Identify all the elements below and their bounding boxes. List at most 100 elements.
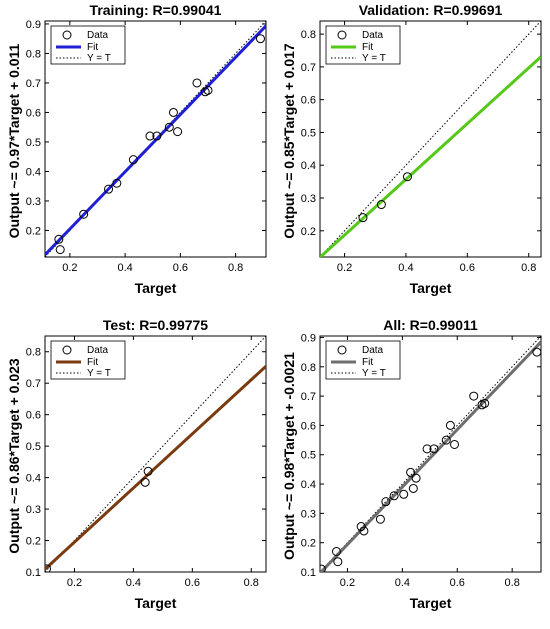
y-tick-label: 0.1 bbox=[26, 567, 41, 579]
data-point bbox=[480, 398, 490, 408]
y-tick-label: 0.3 bbox=[26, 196, 41, 208]
y-tick-label: 0.2 bbox=[301, 538, 316, 550]
data-point bbox=[408, 483, 418, 493]
data-point bbox=[143, 466, 153, 476]
data-point bbox=[112, 178, 122, 188]
x-tick-label: 0.4 bbox=[398, 262, 413, 274]
legend-data-marker bbox=[337, 345, 347, 355]
data-point bbox=[164, 122, 174, 132]
chart-title: Test: R=0.99775 bbox=[103, 317, 208, 333]
y-tick-label: 0.4 bbox=[26, 166, 41, 178]
x-tick-label: 0.8 bbox=[244, 577, 259, 589]
y-tick-label: 0.3 bbox=[26, 504, 41, 516]
y-tick-label: 0.5 bbox=[26, 441, 41, 453]
legend-identity-label: Y = T bbox=[87, 368, 111, 379]
y-axis-label: Output ~= 0.85*Target + 0.017 bbox=[281, 43, 297, 239]
data-point bbox=[411, 473, 421, 483]
y-tick-label: 0.5 bbox=[301, 127, 316, 139]
x-tick-label: 0.6 bbox=[173, 262, 188, 274]
y-tick-label: 0.1 bbox=[301, 567, 316, 579]
data-point bbox=[145, 131, 155, 141]
fit-line bbox=[320, 340, 541, 572]
y-tick-label: 0.6 bbox=[26, 107, 41, 119]
x-tick-label: 0.6 bbox=[185, 577, 200, 589]
data-point bbox=[422, 444, 432, 454]
legend-fit-label: Fit bbox=[87, 357, 98, 368]
y-tick-label: 0.4 bbox=[26, 473, 41, 485]
y-tick-label: 0.6 bbox=[26, 410, 41, 422]
y-tick-label: 0.7 bbox=[26, 378, 41, 390]
data-point bbox=[375, 514, 385, 524]
x-tick-label: 0.4 bbox=[117, 262, 132, 274]
data-point bbox=[104, 184, 114, 194]
y-axis-label: Output ~= 0.97*Target + 0.011 bbox=[6, 43, 22, 238]
data-point bbox=[406, 467, 416, 477]
data-point bbox=[469, 391, 479, 401]
y-tick-label: 0.7 bbox=[26, 78, 41, 90]
data-point bbox=[358, 213, 368, 223]
training-chart: Training: R=0.99041 0.2 0.4 0.6 0.8 0.2 0.3 0.4… bbox=[6, 2, 267, 296]
y-tick-label: 0.7 bbox=[301, 391, 316, 403]
all-panel: All: R=0.99011 0.2 0.4 0.6 0.8 0.1 0.2 0.3 0.4 0.… bbox=[275, 315, 550, 629]
y-tick-label: 0.4 bbox=[301, 479, 316, 491]
data-point bbox=[445, 420, 455, 430]
x-axis-label: Target bbox=[410, 280, 452, 296]
y-tick-label: 0.2 bbox=[26, 225, 41, 237]
data-point bbox=[381, 497, 391, 507]
y-tick-label: 0.8 bbox=[26, 48, 41, 60]
training-panel: Training: R=0.99041 0.2 0.4 0.6 0.8 0.2 0.3 0.4… bbox=[0, 0, 275, 314]
data-point bbox=[128, 155, 138, 165]
data-point bbox=[450, 439, 460, 449]
x-tick-label: 0.8 bbox=[521, 262, 536, 274]
plot-content bbox=[45, 336, 266, 572]
chart-title: Validation: R=0.99691 bbox=[359, 2, 503, 18]
legend-data-marker bbox=[337, 30, 347, 40]
y-tick-label: 0.2 bbox=[301, 226, 316, 238]
x-tick-label: 0.4 bbox=[126, 577, 141, 589]
test-chart: Test: R=0.99775 0.2 0.4 0.6 0.8 0.1 0.2 0.3 0.4 0… bbox=[6, 317, 267, 611]
x-tick-label: 0.2 bbox=[337, 262, 352, 274]
legend-data-marker bbox=[62, 30, 72, 40]
legend-data-marker bbox=[62, 345, 72, 355]
data-point bbox=[55, 245, 65, 255]
data-point bbox=[331, 546, 341, 556]
y-tick-label: 0.2 bbox=[26, 536, 41, 548]
data-point bbox=[140, 477, 150, 487]
data-point bbox=[429, 444, 439, 454]
legend-data-label: Data bbox=[362, 345, 384, 356]
plot-content bbox=[320, 21, 541, 257]
y-tick-label: 0.4 bbox=[301, 160, 316, 172]
test-panel: Test: R=0.99775 0.2 0.4 0.6 0.8 0.1 0.2 0.3 0.4 0… bbox=[0, 315, 275, 629]
y-tick-label: 0.6 bbox=[301, 420, 316, 432]
y-tick-label: 0.8 bbox=[26, 347, 41, 359]
y-tick-label: 0.7 bbox=[301, 62, 316, 74]
legend-data-label: Data bbox=[87, 30, 109, 41]
legend-data-label: Data bbox=[87, 345, 109, 356]
chart-title: All: R=0.99011 bbox=[383, 317, 478, 333]
data-point bbox=[389, 491, 399, 501]
data-point bbox=[356, 522, 366, 532]
identity-line bbox=[45, 336, 266, 572]
y-tick-label: 0.9 bbox=[301, 332, 316, 344]
y-tick-label: 0.9 bbox=[26, 19, 41, 31]
plot-content bbox=[45, 21, 266, 257]
validation-panel: Validation: R=0.99691 0.2 0.4 0.6 0.8 0.2 0.3 0… bbox=[275, 0, 550, 314]
y-tick-label: 0.6 bbox=[301, 95, 316, 107]
y-tick-label: 0.8 bbox=[301, 29, 316, 41]
data-point bbox=[79, 209, 89, 219]
fit-line bbox=[45, 365, 266, 571]
identity-line bbox=[320, 21, 541, 257]
y-tick-label: 0.3 bbox=[301, 193, 316, 205]
legend-identity-label: Y = T bbox=[362, 368, 386, 379]
legend-data-label: Data bbox=[362, 30, 384, 41]
data-point bbox=[255, 34, 265, 44]
validation-chart: Validation: R=0.99691 0.2 0.4 0.6 0.8 0.2 0.3 0… bbox=[281, 2, 542, 296]
data-point bbox=[168, 107, 178, 117]
data-point bbox=[54, 234, 64, 244]
data-point bbox=[402, 172, 412, 182]
y-tick-label: 0.8 bbox=[301, 362, 316, 374]
